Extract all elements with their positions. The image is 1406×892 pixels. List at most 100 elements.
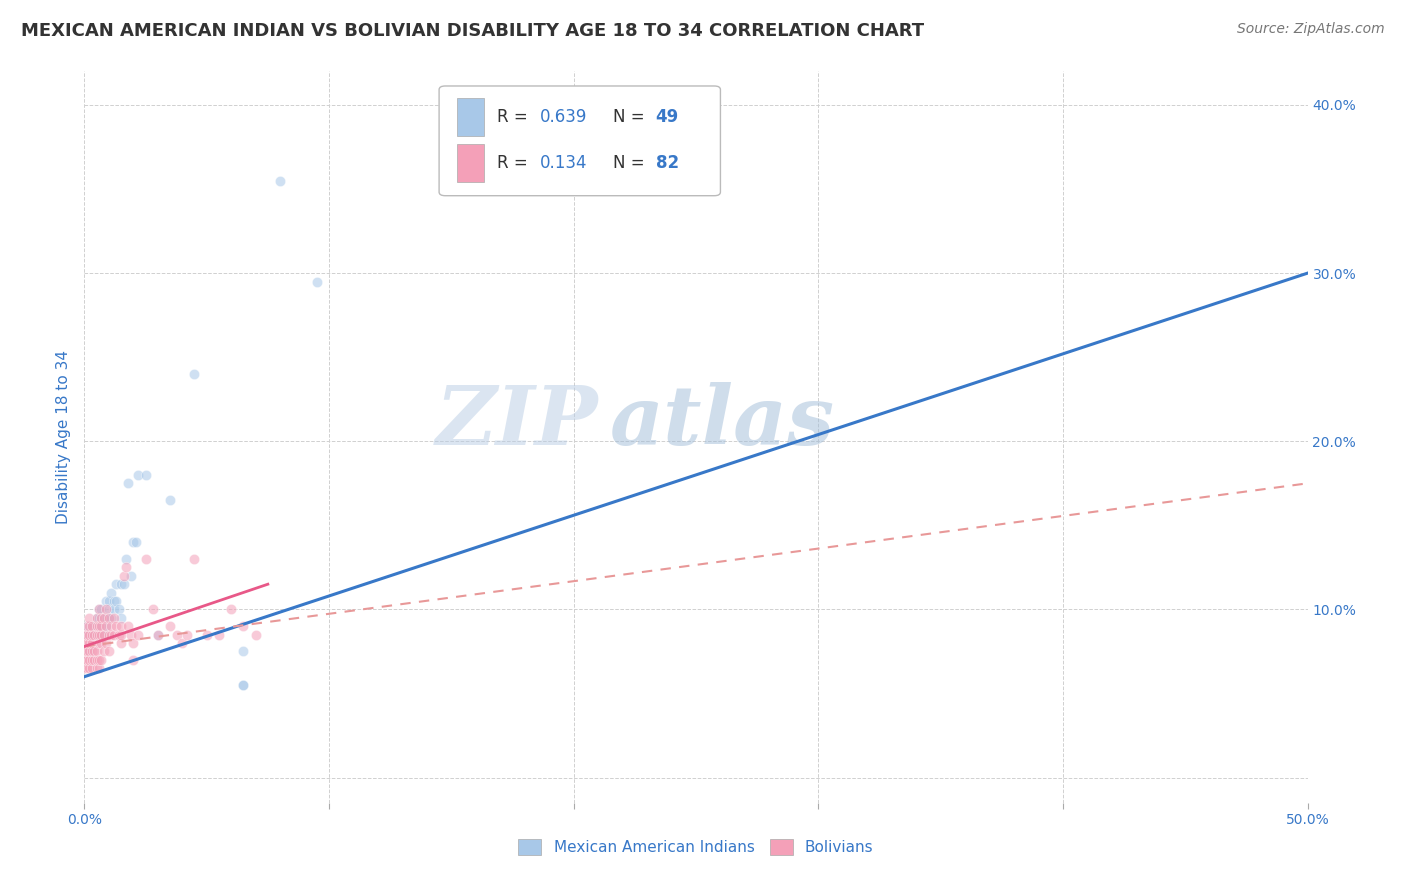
Point bbox=[103, 594, 125, 608]
Point bbox=[135, 552, 157, 566]
Point bbox=[112, 569, 135, 583]
Point bbox=[110, 577, 132, 591]
Point bbox=[117, 619, 139, 633]
Point bbox=[76, 653, 98, 667]
Point bbox=[87, 602, 110, 616]
Point bbox=[73, 627, 96, 641]
Point bbox=[76, 627, 98, 641]
Point bbox=[83, 627, 105, 641]
Point bbox=[90, 611, 112, 625]
Point bbox=[86, 619, 108, 633]
Point bbox=[93, 627, 115, 641]
Point bbox=[100, 619, 122, 633]
Point bbox=[208, 627, 231, 641]
Point bbox=[76, 644, 98, 658]
Point bbox=[80, 619, 103, 633]
Point bbox=[96, 602, 118, 616]
Point bbox=[142, 602, 165, 616]
Point bbox=[96, 619, 118, 633]
Point bbox=[232, 644, 254, 658]
Point bbox=[232, 678, 254, 692]
Point bbox=[232, 619, 254, 633]
Point bbox=[76, 627, 98, 641]
Point bbox=[115, 560, 138, 574]
Point bbox=[93, 611, 115, 625]
Point bbox=[110, 627, 132, 641]
Point bbox=[76, 661, 98, 675]
Point bbox=[73, 644, 96, 658]
Point bbox=[127, 627, 149, 641]
Point bbox=[127, 467, 149, 482]
Point bbox=[77, 619, 100, 633]
Point bbox=[103, 627, 125, 641]
Point bbox=[96, 611, 118, 625]
Point bbox=[159, 493, 181, 508]
Point bbox=[83, 619, 105, 633]
Point bbox=[73, 661, 96, 675]
Point bbox=[80, 627, 103, 641]
Point bbox=[90, 636, 112, 650]
Point bbox=[90, 627, 112, 641]
Point bbox=[183, 367, 205, 381]
Point bbox=[97, 611, 120, 625]
Point bbox=[87, 611, 110, 625]
Text: ZIP: ZIP bbox=[436, 383, 598, 462]
Point bbox=[305, 275, 328, 289]
Text: 0.134: 0.134 bbox=[540, 153, 586, 172]
Point bbox=[135, 467, 157, 482]
Point bbox=[100, 627, 122, 641]
Point bbox=[86, 644, 108, 658]
Point bbox=[103, 602, 125, 616]
Point bbox=[83, 653, 105, 667]
Point bbox=[87, 602, 110, 616]
Point bbox=[77, 636, 100, 650]
Point bbox=[77, 644, 100, 658]
Point bbox=[83, 644, 105, 658]
FancyBboxPatch shape bbox=[439, 86, 720, 195]
Point bbox=[115, 552, 138, 566]
Y-axis label: Disability Age 18 to 34: Disability Age 18 to 34 bbox=[56, 350, 72, 524]
Point bbox=[96, 636, 118, 650]
Point bbox=[183, 552, 205, 566]
Point bbox=[86, 619, 108, 633]
Point bbox=[100, 611, 122, 625]
Point bbox=[93, 627, 115, 641]
Point bbox=[110, 636, 132, 650]
Point bbox=[93, 644, 115, 658]
Point bbox=[90, 627, 112, 641]
Bar bbox=[457, 98, 484, 136]
Point bbox=[110, 611, 132, 625]
Point bbox=[105, 619, 128, 633]
Point bbox=[100, 585, 122, 599]
Point bbox=[176, 627, 198, 641]
Point bbox=[90, 619, 112, 633]
Point bbox=[86, 653, 108, 667]
Point bbox=[96, 594, 118, 608]
Point bbox=[97, 602, 120, 616]
Legend: Mexican American Indians, Bolivians: Mexican American Indians, Bolivians bbox=[512, 833, 880, 861]
Point bbox=[90, 602, 112, 616]
Point bbox=[159, 619, 181, 633]
Point bbox=[77, 627, 100, 641]
Text: Source: ZipAtlas.com: Source: ZipAtlas.com bbox=[1237, 22, 1385, 37]
Point bbox=[110, 619, 132, 633]
Text: R =: R = bbox=[496, 153, 533, 172]
Point bbox=[80, 644, 103, 658]
Point bbox=[125, 535, 148, 549]
Text: N =: N = bbox=[613, 153, 650, 172]
Point bbox=[105, 594, 128, 608]
Point bbox=[86, 627, 108, 641]
Point bbox=[105, 577, 128, 591]
Point bbox=[80, 619, 103, 633]
Point bbox=[120, 569, 142, 583]
Point bbox=[117, 476, 139, 491]
Point bbox=[122, 535, 145, 549]
Point bbox=[87, 619, 110, 633]
Point bbox=[107, 627, 129, 641]
Text: MEXICAN AMERICAN INDIAN VS BOLIVIAN DISABILITY AGE 18 TO 34 CORRELATION CHART: MEXICAN AMERICAN INDIAN VS BOLIVIAN DISA… bbox=[21, 22, 924, 40]
Point bbox=[77, 644, 100, 658]
Point bbox=[80, 653, 103, 667]
Point bbox=[120, 627, 142, 641]
Point bbox=[97, 611, 120, 625]
Point bbox=[195, 627, 218, 641]
